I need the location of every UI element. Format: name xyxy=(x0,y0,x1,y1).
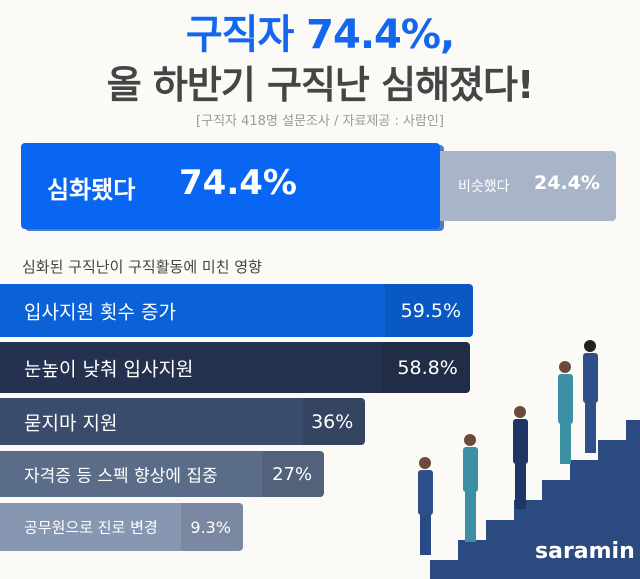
bar-value: 58.8% xyxy=(381,342,470,393)
bar-value: 24.4% xyxy=(534,172,600,194)
person-figures xyxy=(418,340,598,555)
bar-label: 심화됐다 xyxy=(47,176,136,204)
stairs-illustration: saramin xyxy=(418,340,640,579)
bar-value: 27% xyxy=(262,451,325,497)
bar-worsened: 심화됐다 74.4% xyxy=(21,143,440,229)
bar-similar: 비슷했다 24.4% xyxy=(440,151,616,221)
bar-value: 36% xyxy=(303,398,366,445)
bar-value: 9.3% xyxy=(181,503,243,551)
title-line1: 구직자 74.4%, xyxy=(185,12,455,58)
bar-value: 59.5% xyxy=(385,284,473,337)
saramin-logo: saramin xyxy=(535,539,635,564)
impact-bar: 묻지마 지원 36% xyxy=(0,398,366,445)
impact-bar: 자격증 등 스펙 향상에 집중 27% xyxy=(0,451,325,497)
bar-label: 묻지마 지원 xyxy=(24,412,118,434)
title-line2: 올 하반기 구직난 심해졌다! xyxy=(106,63,535,107)
bar-label: 비슷했다 xyxy=(458,179,510,195)
bar-label: 눈높이 낮춰 입사지원 xyxy=(24,358,194,380)
impact-bar: 눈높이 낮춰 입사지원 58.8% xyxy=(0,342,470,393)
bar-label: 입사지원 횟수 증가 xyxy=(24,301,176,323)
impact-bar: 입사지원 횟수 증가 59.5% xyxy=(0,284,473,337)
impact-bar: 공무원으로 진로 변경 9.3% xyxy=(0,503,243,551)
bar-label: 자격증 등 스펙 향상에 집중 xyxy=(24,466,218,487)
bar-label: 공무원으로 진로 변경 xyxy=(24,518,158,537)
bar-value: 74.4% xyxy=(179,163,297,203)
chart-title: 심화된 구직난이 구직활동에 미친 영향 xyxy=(22,258,262,276)
source-note: [구직자 418명 설문조사 / 자료제공 : 사람인] xyxy=(196,114,444,129)
stairs xyxy=(430,420,640,579)
